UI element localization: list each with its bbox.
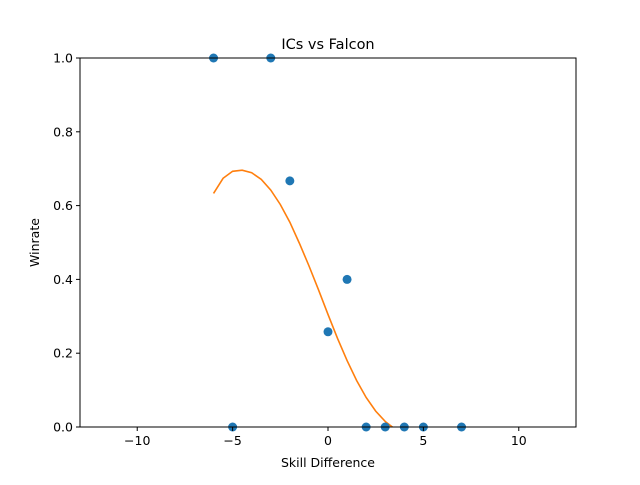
plot-frame [79, 57, 577, 428]
x-tick-label: 0 [324, 433, 332, 448]
x-tick-label: 10 [511, 433, 527, 448]
y-tick-label: 0.6 [53, 198, 73, 213]
data-point [342, 274, 352, 284]
y-tick-label: 0.0 [53, 420, 73, 435]
y-tick-label: 1.0 [53, 51, 73, 66]
y-axis-ticks: 0.0 0.2 0.4 0.6 0.8 1.0 [53, 51, 80, 435]
chart-title: ICs vs Falcon [281, 37, 374, 53]
y-tick-label: 0.2 [53, 346, 73, 361]
fit-curve-line [212, 169, 394, 427]
x-axis-label: Skill Difference [281, 455, 375, 470]
y-axis-label: Winrate [27, 218, 42, 267]
x-tick-label: 5 [419, 433, 427, 448]
data-point [323, 327, 333, 337]
y-tick-label: 0.4 [53, 272, 73, 287]
fit-line-layer [212, 169, 394, 427]
y-tick-label: 0.8 [53, 124, 73, 139]
x-axis-ticks: −10 −5 0 5 10 [124, 427, 527, 448]
data-point [285, 176, 295, 186]
x-tick-label: −5 [223, 433, 241, 448]
x-tick-label: −10 [124, 433, 150, 448]
data-points-layer [209, 53, 467, 432]
